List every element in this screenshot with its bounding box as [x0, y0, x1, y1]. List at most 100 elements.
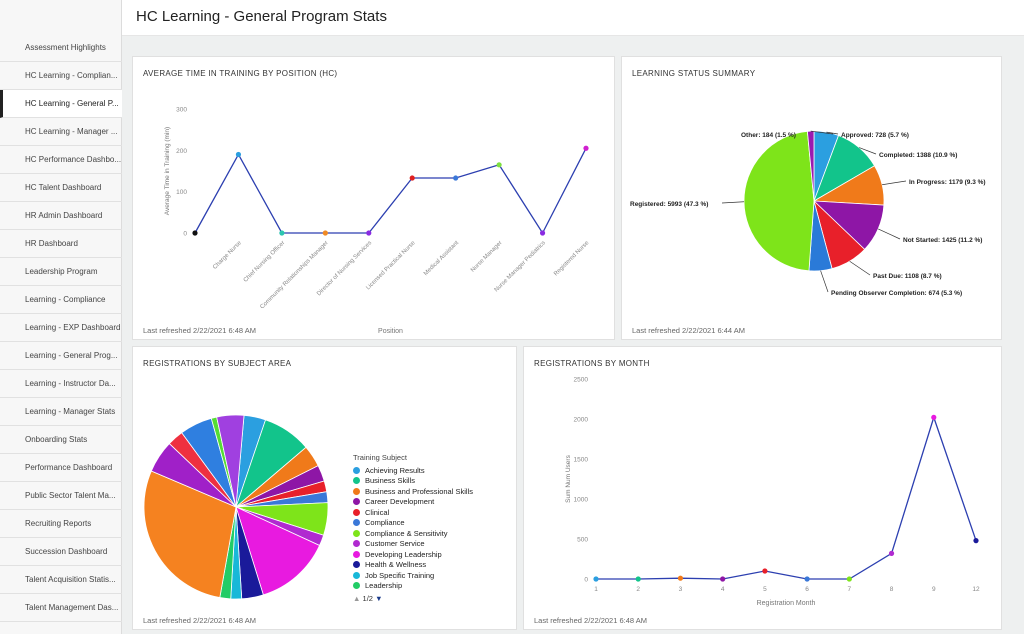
- legend-entry[interactable]: Compliance: [353, 518, 513, 529]
- data-point[interactable]: [496, 162, 502, 168]
- legend-entry[interactable]: Leadership: [353, 581, 513, 592]
- data-point[interactable]: [409, 175, 415, 181]
- slice-data-label: In Progress: 1179 (9.3 %): [909, 179, 986, 186]
- slice-data-label: Past Due: 1108 (8.7 %): [873, 273, 942, 280]
- subject-panel[interactable]: REGISTRATIONS BY SUBJECT AREA Training S…: [132, 346, 517, 630]
- data-point[interactable]: [720, 576, 726, 582]
- sidebar-item[interactable]: Learning - General Prog...: [0, 342, 122, 370]
- sidebar-item[interactable]: HR Admin Dashboard: [0, 202, 122, 230]
- data-point[interactable]: [583, 145, 589, 151]
- legend-pager[interactable]: ▲ 1/2 ▼: [353, 594, 383, 603]
- pie-slice[interactable]: [143, 470, 237, 599]
- slice-data-label: Approved: 728 (5.7 %): [841, 132, 909, 139]
- data-point[interactable]: [322, 230, 328, 236]
- sidebar-item[interactable]: HC Learning - General P...: [0, 90, 122, 118]
- legend-swatch: [353, 571, 360, 579]
- data-point[interactable]: [192, 230, 198, 236]
- data-point[interactable]: [804, 576, 810, 582]
- data-point[interactable]: [677, 575, 684, 581]
- x-tick-label: Charge Nurse: [212, 240, 243, 271]
- data-point[interactable]: [366, 230, 372, 236]
- legend-entry[interactable]: Compliance & Sensitivity: [353, 528, 513, 539]
- legend-label: Career Development: [365, 497, 435, 507]
- sidebar-item[interactable]: Talent Acquisition Statis...: [0, 566, 122, 594]
- legend-entry[interactable]: Career Development: [353, 497, 513, 508]
- legend-entry[interactable]: Clinical: [353, 507, 513, 518]
- y-tick-label: 0: [584, 577, 588, 584]
- legend-entry[interactable]: Customer Service: [353, 539, 513, 550]
- sidebar-item[interactable]: Recruiting Reports: [0, 510, 122, 538]
- status-panel[interactable]: LEARNING STATUS SUMMARY Approved: 728 (5…: [621, 56, 1002, 340]
- status-pie-chart[interactable]: Approved: 728 (5.7 %) Completed: 1388 (10…: [622, 57, 1003, 341]
- month-refresh-text: Last refreshed 2/22/2021 6:48 AM: [534, 616, 647, 625]
- data-point[interactable]: [279, 230, 285, 236]
- legend-label: Achieving Results: [365, 465, 425, 475]
- subject-pie-chart[interactable]: [133, 347, 518, 631]
- y-tick-label: 200: [176, 148, 187, 155]
- sidebar-item[interactable]: Learning - Compliance: [0, 286, 122, 314]
- sidebar-item[interactable]: Leadership Program: [0, 258, 122, 286]
- legend-swatch: [353, 550, 360, 558]
- leader-line: [859, 147, 877, 155]
- legend-prev-icon[interactable]: ▲: [353, 594, 361, 603]
- sidebar-item[interactable]: Public Sector Talent Ma...: [0, 482, 122, 510]
- data-point[interactable]: [762, 568, 768, 574]
- month-panel[interactable]: REGISTRATIONS BY MONTH 0 500 1000 1500 2000 2…: [523, 346, 1002, 630]
- sidebar-item[interactable]: Succession Dashboard: [0, 538, 122, 566]
- legend-label: Business Skills: [365, 476, 416, 486]
- legend-label: Compliance: [365, 518, 405, 528]
- legend-entry[interactable]: Business and Professional Skills: [353, 486, 513, 497]
- sidebar-item[interactable]: Learning - Manager Stats: [0, 398, 122, 426]
- pie-slice[interactable]: [743, 130, 815, 272]
- avg-time-refresh-text: Last refreshed 2/22/2021 6:48 AM: [143, 326, 256, 335]
- legend-entry[interactable]: Achieving Results: [353, 465, 513, 476]
- sidebar-item[interactable]: Learning - Instructor Da...: [0, 370, 122, 398]
- legend-entry[interactable]: Health & Wellness: [353, 560, 513, 571]
- data-point[interactable]: [539, 230, 546, 236]
- leader-line: [820, 270, 829, 293]
- x-tick-label: 8: [890, 586, 894, 593]
- x-axis-label: Registration Month: [757, 600, 816, 607]
- slice-data-label: Completed: 1388 (10.9 %): [879, 152, 957, 159]
- data-point[interactable]: [973, 538, 979, 544]
- series-line: [194, 147, 587, 235]
- y-axis-label: Sum Num Users: [565, 454, 572, 502]
- legend-entry[interactable]: Business Skills: [353, 476, 513, 487]
- legend-entry[interactable]: Job Specific Training: [353, 570, 513, 581]
- legend-label: Business and Professional Skills: [365, 486, 473, 496]
- legend-label: Job Specific Training: [365, 570, 435, 580]
- x-tick-label: 6: [805, 586, 809, 593]
- legend-swatch: [353, 529, 360, 537]
- sidebar-item[interactable]: HC Learning - Complian...: [0, 62, 122, 90]
- legend-swatch: [353, 487, 360, 495]
- sidebar-item[interactable]: Onboarding Stats: [0, 426, 122, 454]
- month-panel-title: REGISTRATIONS BY MONTH: [534, 359, 650, 368]
- sidebar-item[interactable]: HC Learning - Manager ...: [0, 118, 122, 146]
- data-point[interactable]: [593, 576, 599, 582]
- data-point[interactable]: [235, 151, 242, 158]
- sidebar-item[interactable]: HC Performance Dashbo...: [0, 146, 122, 174]
- data-point[interactable]: [453, 175, 459, 181]
- x-tick-label: Licensed Practical Nurse: [365, 240, 417, 292]
- legend-next-icon[interactable]: ▼: [375, 594, 383, 603]
- data-point[interactable]: [846, 576, 852, 582]
- avg-time-line-chart[interactable]: 0 100 200 300 Average Time in Training (min)…: [133, 57, 616, 341]
- avg-time-panel[interactable]: AVERAGE TIME IN TRAINING BY POSITION (HC…: [132, 56, 615, 340]
- data-point[interactable]: [888, 550, 895, 556]
- sidebar-item[interactable]: Assessment Highlights: [0, 34, 122, 62]
- legend-label: Developing Leadership: [365, 549, 442, 559]
- sidebar-item[interactable]: HR Dashboard: [0, 230, 122, 258]
- data-point[interactable]: [931, 414, 937, 420]
- legend-entry[interactable]: Developing Leadership: [353, 549, 513, 560]
- page-title: HC Learning - General Program Stats: [136, 8, 387, 25]
- month-line-chart[interactable]: 0 500 1000 1500 2000 2500 Sum Num Users Registr…: [524, 347, 1003, 631]
- sidebar-item[interactable]: Performance Dashboard: [0, 454, 122, 482]
- sidebar-item[interactable]: HC Talent Dashboard: [0, 174, 122, 202]
- leader-line: [721, 201, 745, 204]
- sidebar-item[interactable]: Talent Management Das...: [0, 594, 122, 622]
- pie-slice[interactable]: [216, 414, 245, 508]
- avg-time-panel-title: AVERAGE TIME IN TRAINING BY POSITION (HC…: [143, 69, 338, 78]
- data-point[interactable]: [635, 576, 641, 582]
- sidebar-item[interactable]: Learning - EXP Dashboard: [0, 314, 122, 342]
